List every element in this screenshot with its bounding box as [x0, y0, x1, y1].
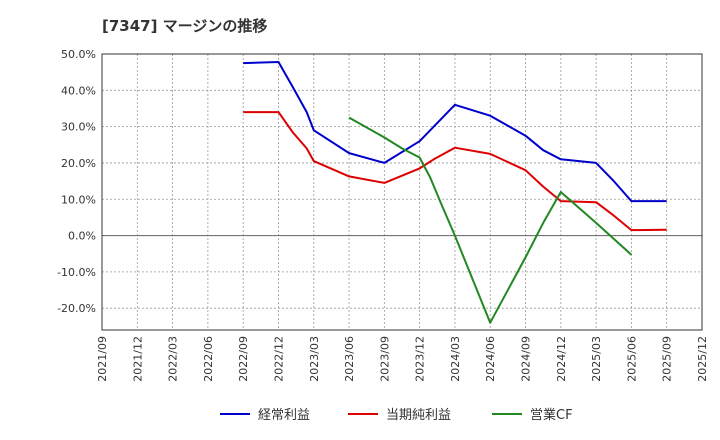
legend: 経常利益 当期純利益 営業CF	[220, 407, 573, 423]
x-tick-label: 2024/09	[520, 336, 533, 382]
x-axis-ticks: 2021/09 2021/12 2022/03 2022/06 2022/09 2022/…	[96, 336, 709, 382]
y-tick-label: 50.0%	[61, 48, 96, 61]
x-tick-label: 2025/09	[661, 336, 674, 382]
series-line	[348, 116, 633, 324]
y-tick-label: 40.0%	[61, 84, 96, 97]
series-line	[243, 61, 667, 203]
x-tick-label: 2023/06	[343, 336, 356, 382]
x-tick-label: 2025/03	[590, 336, 603, 382]
series-lines	[243, 61, 667, 324]
x-tick-label: 2023/12	[414, 336, 427, 382]
y-tick-label: 10.0%	[61, 193, 96, 206]
x-tick-label: 2025/06	[625, 336, 638, 382]
y-tick-label: -10.0%	[57, 266, 96, 279]
y-tick-label: 0.0%	[68, 230, 96, 243]
x-tick-label: 2022/09	[237, 336, 250, 382]
y-tick-label: 20.0%	[61, 157, 96, 170]
x-tick-label: 2021/12	[131, 336, 144, 382]
x-tick-label: 2021/09	[96, 336, 109, 382]
x-tick-label: 2025/12	[696, 336, 709, 382]
x-tick-label: 2023/09	[378, 336, 391, 382]
y-axis-ticks: 50.0% 40.0% 30.0% 20.0% 10.0% 0.0% -10.0% -20.0…	[57, 48, 96, 315]
x-tick-label: 2024/06	[484, 336, 497, 382]
x-tick-label: 2022/12	[272, 336, 285, 382]
plot-area	[102, 54, 702, 330]
x-tick-label: 2022/06	[202, 336, 215, 382]
legend-label: 経常利益	[258, 408, 310, 423]
chart-title: [7347] マージンの推移	[102, 17, 267, 35]
y-tick-label: 30.0%	[61, 121, 96, 134]
legend-label: 営業CF	[530, 407, 573, 423]
plot-frame	[101, 53, 703, 331]
x-tick-label: 2024/03	[449, 336, 462, 382]
x-tick-label: 2023/03	[308, 336, 321, 382]
x-tick-label: 2022/03	[167, 336, 180, 382]
legend-label: 当期純利益	[386, 408, 451, 423]
series-line	[243, 111, 667, 232]
x-tick-label: 2024/12	[555, 336, 568, 382]
y-tick-label: -20.0%	[57, 302, 96, 315]
